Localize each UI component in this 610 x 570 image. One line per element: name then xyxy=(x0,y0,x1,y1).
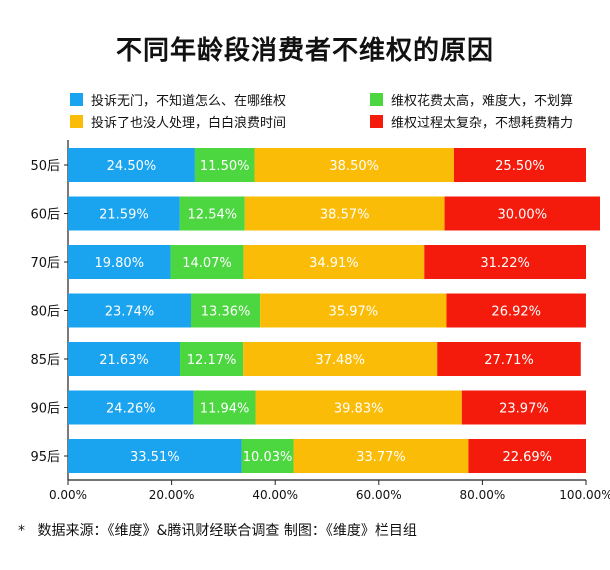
bar-segment xyxy=(190,293,261,328)
legend-label: 投诉了也没人处理，白白浪费时间 xyxy=(91,116,287,131)
data-label: 33.77% xyxy=(356,450,406,465)
legend-item: 维权花费太高，难度大，不划算 xyxy=(370,90,573,109)
bar-segment xyxy=(243,342,438,376)
data-label: 24.26% xyxy=(106,402,156,417)
bar-segment xyxy=(437,342,581,376)
bar-segment xyxy=(446,293,586,328)
x-tick-label: 60.00% xyxy=(356,488,402,502)
data-label: 22.69% xyxy=(502,450,552,465)
bar-segment xyxy=(179,196,245,231)
data-label: 13.36% xyxy=(201,305,251,320)
data-label: 38.57% xyxy=(320,208,370,223)
data-label: 21.63% xyxy=(99,353,149,368)
bar-segment xyxy=(444,196,600,231)
data-label: 19.80% xyxy=(94,256,144,271)
chart-footer: * 数据来源：《维度》&腾讯财经联合调查 制图：《维度》栏目组 xyxy=(18,520,417,540)
bar-segment xyxy=(68,439,242,473)
footnote-star: * xyxy=(18,523,25,539)
data-label: 34.91% xyxy=(309,256,359,271)
bar-segment xyxy=(194,148,255,182)
data-label: 12.17% xyxy=(187,353,237,368)
bar-segment xyxy=(461,390,586,425)
data-label: 37.48% xyxy=(315,353,365,368)
data-label: 39.83% xyxy=(334,402,384,417)
legend-swatch xyxy=(370,115,383,128)
data-label: 14.07% xyxy=(182,256,232,271)
bar-segment xyxy=(293,439,469,473)
bar-segment xyxy=(244,196,445,231)
chart-title: 不同年龄段消费者不维权的原因 xyxy=(115,36,494,66)
data-label: 31.22% xyxy=(480,256,530,271)
bar-segment xyxy=(68,245,171,279)
data-label: 35.97% xyxy=(329,305,379,320)
data-label: 27.71% xyxy=(484,353,534,368)
data-label: 12.54% xyxy=(188,208,238,223)
legend-swatch xyxy=(70,93,83,106)
x-tick-label: 20.00% xyxy=(149,488,195,502)
legend-item: 投诉了也没人处理，白白浪费时间 xyxy=(70,112,286,131)
source-note: 数据来源：《维度》&腾讯财经联合调查 制图：《维度》栏目组 xyxy=(37,523,417,539)
bar-segment xyxy=(68,342,181,376)
data-label: 30.00% xyxy=(497,208,547,223)
bar-segment xyxy=(255,390,462,425)
category-label: 85后 xyxy=(30,353,60,368)
category-label: 95后 xyxy=(30,450,60,465)
category-label: 50后 xyxy=(30,159,60,174)
bar-segment xyxy=(68,196,180,231)
bar-segment xyxy=(424,245,586,279)
x-tick-label: 0.00% xyxy=(49,488,87,502)
data-label: 33.51% xyxy=(130,450,180,465)
legend-swatch xyxy=(370,93,383,106)
data-label: 11.50% xyxy=(200,159,250,174)
bar-segment xyxy=(68,293,191,328)
data-label: 21.59% xyxy=(99,208,149,223)
x-tick-label: 80.00% xyxy=(460,488,506,502)
legend-swatch xyxy=(70,115,83,128)
data-label: 25.50% xyxy=(495,159,545,174)
data-label: 23.97% xyxy=(499,402,549,417)
data-label: 10.03% xyxy=(243,450,293,465)
bar-segment xyxy=(170,245,244,279)
legend-item: 维权过程太复杂，不想耗费精力 xyxy=(370,112,573,131)
data-label: 23.74% xyxy=(105,305,155,320)
bar-segment xyxy=(260,293,447,328)
legend-label: 投诉无门，不知道怎么、在哪维权 xyxy=(91,94,287,109)
category-label: 80后 xyxy=(30,305,60,320)
x-tick-label: 100.00% xyxy=(559,488,610,502)
category-label: 70后 xyxy=(30,256,60,271)
bar-segment xyxy=(241,439,294,473)
bar-segment xyxy=(193,390,256,425)
legend-label: 维权花费太高，难度大，不划算 xyxy=(391,94,574,109)
category-label: 60后 xyxy=(30,208,60,223)
bar-segment xyxy=(180,342,244,376)
bar-segment xyxy=(68,390,194,425)
bar-segment xyxy=(243,245,425,279)
bar-segment xyxy=(254,148,454,182)
bar-segment xyxy=(468,439,586,473)
legend-item: 投诉无门，不知道怎么、在哪维权 xyxy=(70,90,286,109)
data-label: 26.92% xyxy=(491,305,541,320)
x-tick-label: 40.00% xyxy=(252,488,298,502)
data-label: 24.50% xyxy=(107,159,157,174)
data-label: 38.50% xyxy=(329,159,379,174)
bar-segment xyxy=(453,148,586,182)
bar-segment xyxy=(68,148,195,182)
data-label: 11.94% xyxy=(200,402,250,417)
legend-label: 维权过程太复杂，不想耗费精力 xyxy=(391,116,574,131)
category-label: 90后 xyxy=(30,402,60,417)
